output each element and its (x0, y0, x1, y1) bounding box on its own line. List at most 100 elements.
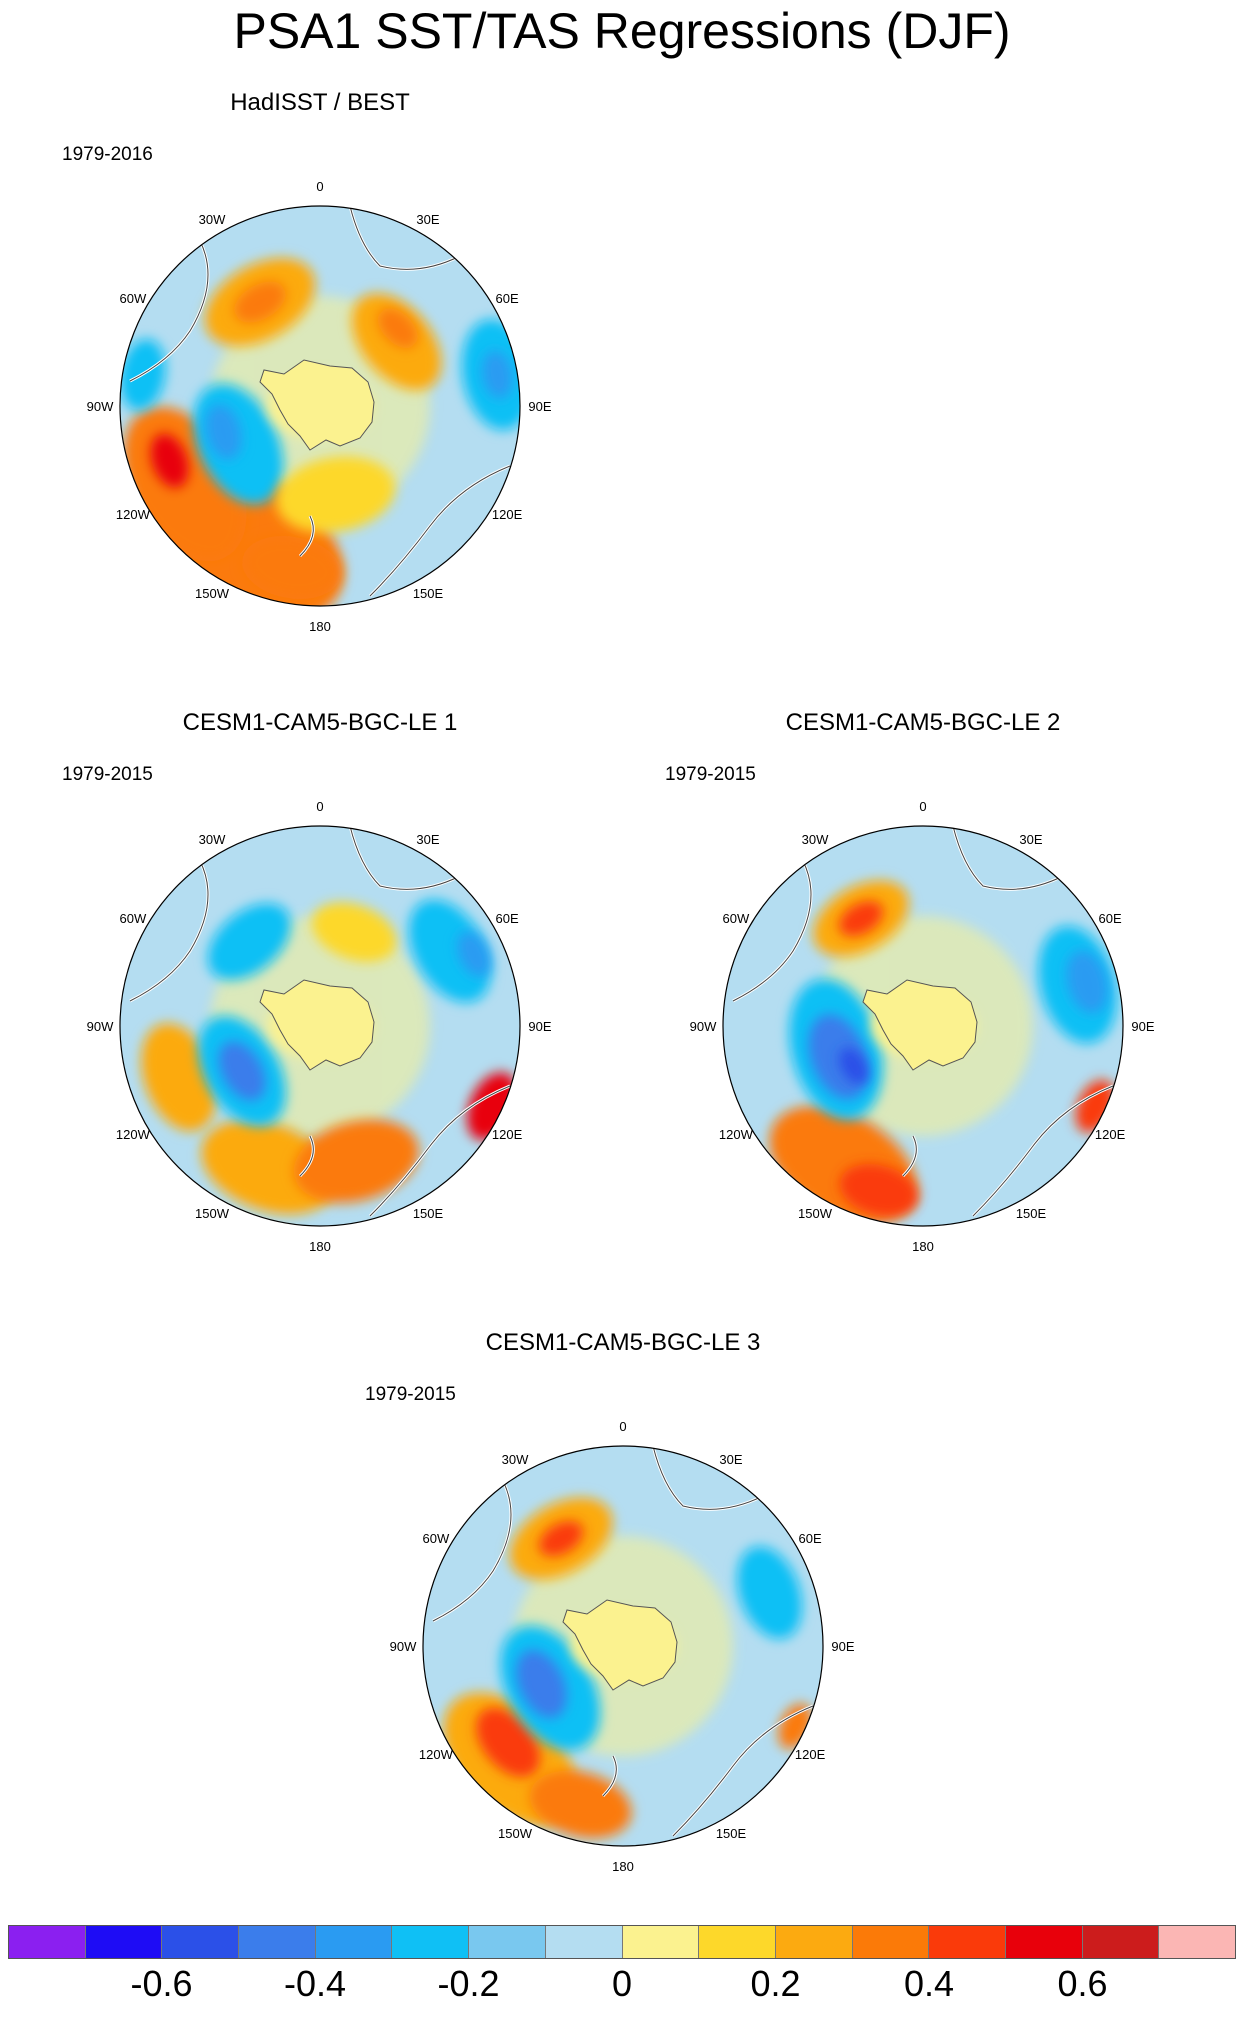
lon-label: 90W (87, 1019, 114, 1034)
colorbar-swatch (699, 1926, 776, 1958)
polar-map: CESM1-CAM5-BGC-LE 2 1979-2015 0 30E 60E 90E 12… (665, 709, 1155, 1254)
lon-label: 0 (316, 799, 323, 814)
lon-label: 120E (1095, 1127, 1126, 1142)
colorbar-swatch (315, 1926, 393, 1958)
antarctica-outline (562, 1599, 678, 1691)
anomaly-cool-6 (516, 1650, 567, 1718)
map-border (119, 825, 521, 1227)
anomaly-warm-2 (141, 1023, 217, 1132)
lon-label: 90E (528, 1019, 551, 1034)
anomaly-cool-6 (207, 903, 291, 981)
anomaly-warm-1 (476, 1707, 541, 1777)
coastline-3 (299, 515, 314, 557)
coastline-1 (952, 826, 1064, 890)
lon-label: 150E (1016, 1206, 1047, 1221)
anomaly-cool-9 (205, 404, 242, 460)
colorbar-swatch (239, 1926, 316, 1958)
lon-label: 30W (199, 212, 226, 227)
colorbar-tick-label: -0.2 (437, 1963, 500, 2004)
lon-label: 0 (619, 1419, 626, 1434)
lon-label: 0 (919, 799, 926, 814)
lon-label: 60W (120, 291, 147, 306)
lon-label: 60W (423, 1531, 450, 1546)
coastline-0 (129, 860, 209, 1002)
antarctica-outline (259, 979, 375, 1071)
anomaly-warm-1 (839, 1164, 919, 1217)
anomaly-cool-6 (839, 1047, 869, 1085)
colorbar-swatch (1159, 1926, 1235, 1958)
lon-label: 90E (528, 399, 551, 414)
colorbar-swatch (85, 1926, 163, 1958)
colorbar-swatch (162, 1926, 240, 1958)
lon-label: 60W (723, 911, 750, 926)
panel-title: CESM1-CAM5-BGC-LE 1 (183, 709, 458, 736)
coastline-1 (349, 826, 461, 890)
anomaly-warm-0 (201, 1119, 337, 1215)
map-panel-cesm-1: CESM1-CAM5-BGC-LE 1 1979-2015 0 30E 60E 90E 12… (40, 708, 600, 1328)
lon-label: 150E (413, 586, 444, 601)
lon-label: 30E (416, 832, 439, 847)
colorbar-tick-label: 0.6 (1057, 1963, 1108, 2004)
period-label: 1979-2015 (62, 764, 153, 785)
colorbar (8, 1925, 1236, 1959)
lon-label: 90E (831, 1639, 854, 1654)
map-border (422, 1445, 824, 1847)
polar-map: HadISST / BEST 1979-2016 0 30E 60E 90E 120E 150… (62, 89, 552, 634)
colorbar-swatch (1082, 1926, 1160, 1958)
lon-label: 30W (502, 1452, 529, 1467)
period-label: 1979-2015 (365, 1384, 456, 1405)
lon-label: 30W (802, 832, 829, 847)
coastline-2 (369, 1085, 511, 1217)
lon-label: 150W (195, 586, 230, 601)
anomaly-warm-14 (276, 456, 396, 533)
lon-label: 120W (116, 1127, 151, 1142)
anomaly-warm-9 (311, 902, 397, 962)
coastline-2 (972, 1085, 1114, 1217)
colorbar-swatch (775, 1926, 853, 1958)
coastline-2 (672, 1705, 814, 1837)
anomaly-cool-7 (737, 1546, 803, 1639)
colorbar-swatch (1005, 1926, 1083, 1958)
map-field (120, 826, 520, 1226)
map-border (119, 205, 521, 607)
lon-label: 120W (419, 1747, 454, 1762)
anomaly-warm-5 (234, 281, 286, 323)
lon-label: 150W (195, 1206, 230, 1221)
anomaly-warm-3 (838, 900, 884, 937)
lon-label: 30W (199, 832, 226, 847)
anomaly-warm-1 (293, 1119, 419, 1203)
colorbar-swatch (9, 1926, 86, 1958)
anomaly-cool-11 (482, 350, 513, 399)
coastline-2 (369, 465, 511, 597)
panel-title: CESM1-CAM5-BGC-LE 3 (486, 1329, 761, 1356)
lon-label: 90W (690, 1019, 717, 1034)
map-panel-cesm-2: CESM1-CAM5-BGC-LE 2 1979-2015 0 30E 60E 90E 12… (643, 708, 1203, 1328)
colorbar-swatch (392, 1926, 470, 1958)
lon-label: 120E (492, 507, 523, 522)
anomaly-cool-7 (408, 899, 491, 1003)
lon-label: 120W (116, 507, 151, 522)
map-border (722, 825, 1124, 1227)
map-field (723, 826, 1123, 1226)
coastline-3 (299, 1135, 314, 1177)
period-label: 1979-2015 (665, 764, 756, 785)
map-field (423, 1446, 823, 1846)
colorbar-labels: -0.6 -0.4 -0.2 0 0.2 0.4 0.6 (8, 1962, 1236, 2022)
colorbar-swatch (929, 1926, 1006, 1958)
anomaly-warm-2 (529, 1770, 632, 1839)
lon-label: 30E (1019, 832, 1042, 847)
lon-label: 180 (309, 1239, 331, 1254)
period-label: 1979-2016 (62, 144, 153, 165)
lon-label: 120E (492, 1127, 523, 1142)
lon-label: 120E (795, 1747, 826, 1762)
polar-map: CESM1-CAM5-BGC-LE 3 1979-2015 0 30E 60E 90E 12… (365, 1329, 855, 1874)
anomaly-warm-2 (150, 433, 189, 488)
lon-label: 180 (612, 1859, 634, 1874)
coastline-3 (902, 1135, 917, 1177)
antarctica-outline (862, 979, 978, 1071)
lon-label: 120W (719, 1127, 754, 1142)
lon-label: 30E (416, 212, 439, 227)
lon-label: 0 (316, 179, 323, 194)
lon-label: 60E (1099, 911, 1122, 926)
map-field (120, 206, 520, 606)
